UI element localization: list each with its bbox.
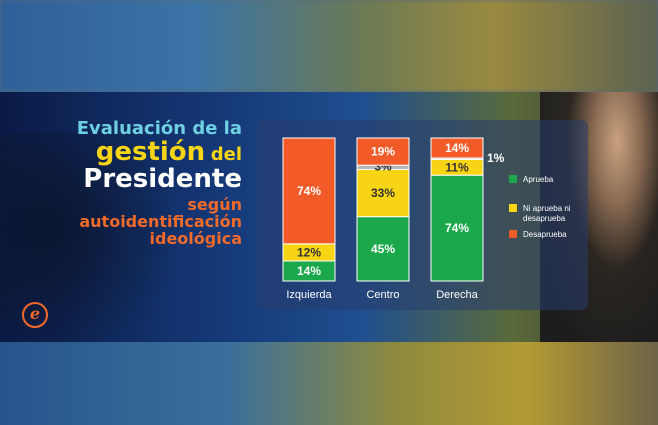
title-line-2b: del (210, 143, 242, 165)
title-line-4: según (187, 195, 242, 215)
bar-segment-centro-0 (356, 216, 410, 282)
bar-segment-izquierda-3 (282, 137, 336, 245)
legend-swatch-1 (509, 204, 517, 212)
data-label-derecha-3: 14% (445, 141, 469, 155)
title-line-3: Presidente (83, 164, 242, 195)
data-label-centro-3: 19% (371, 145, 395, 159)
title-line-1: Evaluación de la (76, 118, 242, 139)
bar-segment-derecha-0 (430, 174, 484, 282)
legend-label-2: Desaprueba (523, 230, 567, 239)
data-label-derecha-1: 11% (445, 160, 469, 174)
title-line-5: autoidentificación (79, 212, 242, 232)
data-label-derecha-2: 1% (487, 151, 505, 165)
brand-logo: e (22, 302, 48, 328)
legend-swatch-2 (509, 230, 517, 238)
data-label-izquierda-1: 12% (297, 245, 321, 259)
category-label-izquierda: Izquierda (286, 289, 332, 301)
category-label-derecha: Derecha (436, 289, 478, 301)
title-line-6: ideológica (149, 229, 242, 249)
data-label-centro-0: 45% (371, 242, 395, 256)
legend-label-1-line1: Ni aprueba ni (523, 204, 571, 213)
chart-title: Evaluación de la gestión del Presidente … (64, 118, 242, 249)
background-top (0, 0, 658, 92)
bar-segment-centro-1 (356, 168, 410, 218)
data-label-izquierda-0: 14% (297, 264, 321, 278)
background-bottom (0, 342, 658, 425)
legend-label-1-line2: desaprueba (523, 214, 566, 223)
data-label-centro-1: 33% (371, 186, 395, 200)
legend-label-0: Aprueba (523, 175, 554, 184)
bar-segment-centro-3 (356, 137, 410, 166)
data-label-derecha-0: 74% (445, 221, 469, 235)
chart-svg: 14%12%74%Izquierda45%33%3%19%Centro74%11… (282, 137, 571, 301)
category-label-centro: Centro (366, 289, 399, 301)
chart-panel: 14% 12% 74% Izquierda 45% 33% 3% 19% Centro 74% 11… (257, 120, 588, 310)
bar-segment-derecha-3 (430, 137, 484, 159)
title-line-2a: gestión (95, 136, 206, 167)
data-label-izquierda-3: 74% (297, 184, 321, 198)
legend-swatch-0 (509, 175, 517, 183)
